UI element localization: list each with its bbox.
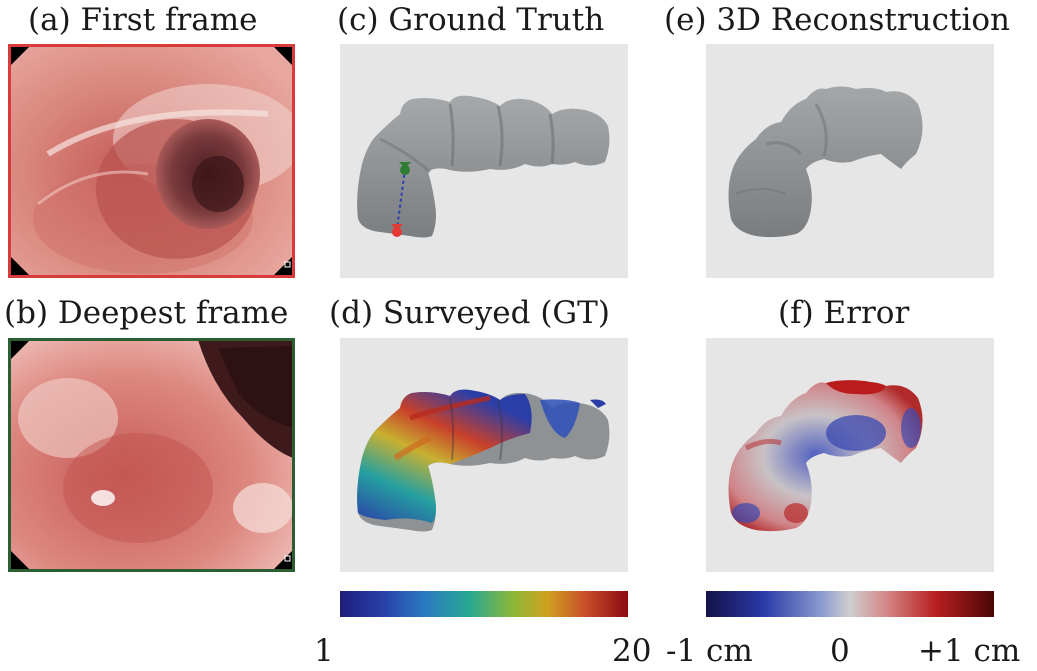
error-colorbar — [706, 591, 994, 617]
caption-3d-reconstruction: (e) 3D Reconstruction — [664, 2, 1011, 38]
caption-error: (f) Error — [778, 295, 910, 331]
error-colorbar-max-label: +1 cm — [918, 633, 1021, 669]
first-frame-image — [8, 44, 295, 278]
caption-ground-truth: (c) Ground Truth — [337, 2, 605, 38]
error-colorbar-min-label: -1 cm — [666, 633, 753, 669]
error-colorbar-mid-label: 0 — [830, 633, 850, 669]
deepest-frame-image — [8, 338, 295, 572]
caption-surveyed-gt: (d) Surveyed (GT) — [329, 295, 610, 331]
error-render — [706, 338, 994, 572]
survey-colorbar-max-label: 20 — [612, 633, 652, 669]
survey-colorbar-min-label: 1 — [314, 633, 334, 669]
survey-colorbar — [340, 591, 628, 617]
3d-reconstruction-render — [706, 44, 994, 278]
caption-deepest-frame: (b) Deepest frame — [4, 295, 289, 331]
surveyed-gt-render — [340, 338, 628, 572]
caption-first-frame: (a) First frame — [28, 2, 258, 38]
ground-truth-render — [340, 44, 628, 278]
